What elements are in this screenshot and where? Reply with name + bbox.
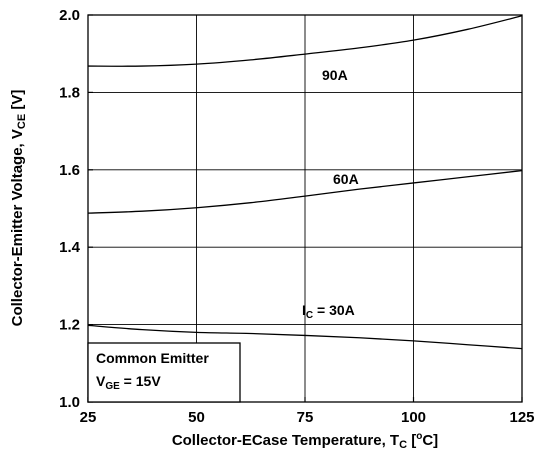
- y-tick-label: 1.4: [59, 239, 81, 256]
- x-tick-label: 75: [297, 409, 314, 426]
- legend: Common Emitter VGE = 15V: [87, 342, 241, 403]
- x-tick-label: 50: [188, 409, 205, 426]
- y-tick-label: 1.8: [59, 84, 80, 101]
- y-tick-label: 1.6: [59, 162, 80, 179]
- series-line-30a: [87, 324, 523, 350]
- y-axis-title: Collector-Emitter Voltage, VCE [V]: [9, 90, 28, 327]
- tick-labels: 25 50 75 100 125 1.0 1.2 1.4 1.6 1.8 2.0: [59, 7, 534, 426]
- y-tick-label: 2.0: [59, 7, 80, 24]
- series-layer: [87, 15, 523, 350]
- legend-line-2: VGE = 15V: [96, 373, 161, 392]
- legend-line-1: Common Emitter: [96, 350, 209, 366]
- series-line-90a: [87, 15, 523, 67]
- x-tick-label: 100: [401, 409, 426, 426]
- series-line-60a: [87, 169, 523, 214]
- y-tick-label: 1.0: [59, 394, 80, 411]
- y-tick-label: 1.2: [59, 317, 80, 334]
- x-axis-title: Collector-ECase Temperature, TC [oC]: [172, 431, 438, 451]
- x-tick-label: 25: [80, 409, 97, 426]
- legend-box: [87, 342, 241, 403]
- x-tick-label: 125: [509, 409, 534, 426]
- series-label-30a: IC = 30A: [302, 302, 355, 321]
- series-label-90a: 90A: [322, 67, 348, 83]
- grid: [88, 15, 522, 402]
- series-label-60a: 60A: [333, 171, 359, 187]
